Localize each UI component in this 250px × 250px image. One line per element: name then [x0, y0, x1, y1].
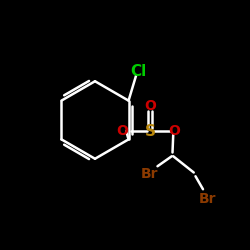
Text: O: O [168, 124, 180, 138]
Text: O: O [144, 99, 156, 113]
Text: Br: Br [199, 192, 216, 206]
Text: Cl: Cl [130, 64, 147, 78]
Text: O: O [116, 124, 128, 138]
Text: Br: Br [141, 168, 159, 181]
Text: S: S [144, 124, 156, 139]
